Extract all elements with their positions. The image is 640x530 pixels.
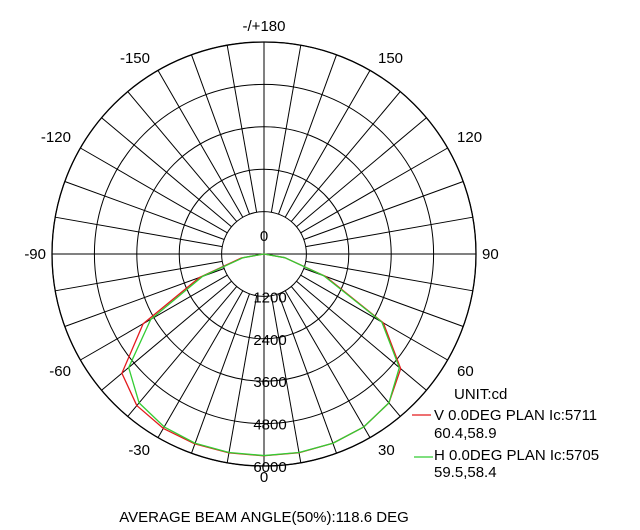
- spoke-line: [303, 181, 464, 240]
- spoke-line: [278, 293, 337, 454]
- spoke-line: [303, 268, 464, 327]
- radial-tick-label: 2400: [253, 332, 286, 349]
- spoke-line: [101, 280, 232, 391]
- spoke-line: [55, 216, 223, 248]
- angle-tick-label: 60: [457, 363, 474, 380]
- series-line-h-plane: [128, 253, 400, 457]
- unit-label: UNIT:cd: [454, 386, 507, 403]
- angle-tick-label: 30: [378, 442, 395, 459]
- spoke-line: [55, 260, 223, 292]
- spoke-line: [300, 147, 448, 234]
- chart-labels: 0 120024003600480060000306090120150-/+18…: [24, 18, 498, 486]
- spoke-line: [284, 290, 371, 438]
- spoke-line: [226, 45, 258, 213]
- spoke-line: [80, 147, 228, 234]
- angle-tick-label: 120: [457, 129, 482, 146]
- polar-grid: [51, 41, 477, 467]
- spoke-line: [305, 216, 473, 248]
- legend-label-h: H 0.0DEG PLAN Ic:5705: [434, 447, 599, 464]
- radial-tick-label: 4800: [253, 417, 286, 434]
- spoke-line: [101, 117, 232, 228]
- radial-tick-label: 6000: [253, 459, 286, 476]
- intensity-curves: [121, 253, 402, 457]
- spoke-line: [296, 280, 427, 391]
- spoke-line: [64, 181, 225, 240]
- angle-tick-label: 150: [378, 50, 403, 67]
- legend-item-v-plane: V 0.0DEG PLAN Ic:5711 60.4,58.9: [412, 407, 597, 442]
- spoke-line: [296, 117, 427, 228]
- angle-tick-label: -30: [128, 442, 150, 459]
- spoke-line: [270, 45, 302, 213]
- legend-label-v: V 0.0DEG PLAN Ic:5711: [434, 407, 597, 424]
- angle-tick-label: -150: [120, 50, 150, 67]
- spoke-line: [278, 54, 337, 215]
- angle-tick-label: -/+180: [243, 18, 286, 35]
- spoke-line: [127, 286, 238, 417]
- legend: UNIT:cd V 0.0DEG PLAN Ic:5711 60.4,58.9 …: [412, 386, 599, 481]
- angle-tick-label: 0: [260, 469, 268, 486]
- legend-item-h-plane: H 0.0DEG PLAN Ic:5705 59.5,58.4: [414, 447, 599, 481]
- center-label: 0: [260, 228, 268, 245]
- spoke-line: [191, 54, 250, 215]
- spoke-line: [284, 70, 371, 218]
- angle-tick-label: 90: [482, 246, 499, 263]
- spoke-line: [270, 295, 302, 463]
- spoke-line: [127, 91, 238, 222]
- spoke-line: [157, 290, 244, 438]
- beam-angle-footer: AVERAGE BEAM ANGLE(50%):118.6 DEG: [119, 509, 409, 526]
- legend-sub-v: 60.4,58.9: [434, 425, 497, 442]
- radial-tick-label: 3600: [253, 374, 286, 391]
- spoke-line: [290, 91, 401, 222]
- spoke-line: [191, 293, 250, 454]
- legend-sub-h: 59.5,58.4: [434, 464, 497, 481]
- spoke-line: [300, 274, 448, 361]
- spoke-line: [157, 70, 244, 218]
- spoke-line: [226, 295, 258, 463]
- spoke-line: [290, 286, 401, 417]
- angle-tick-label: -60: [49, 363, 71, 380]
- angle-tick-label: -120: [41, 129, 71, 146]
- angle-tick-label: -90: [24, 246, 46, 263]
- radial-tick-label: 1200: [253, 289, 286, 306]
- spoke-line: [305, 260, 473, 292]
